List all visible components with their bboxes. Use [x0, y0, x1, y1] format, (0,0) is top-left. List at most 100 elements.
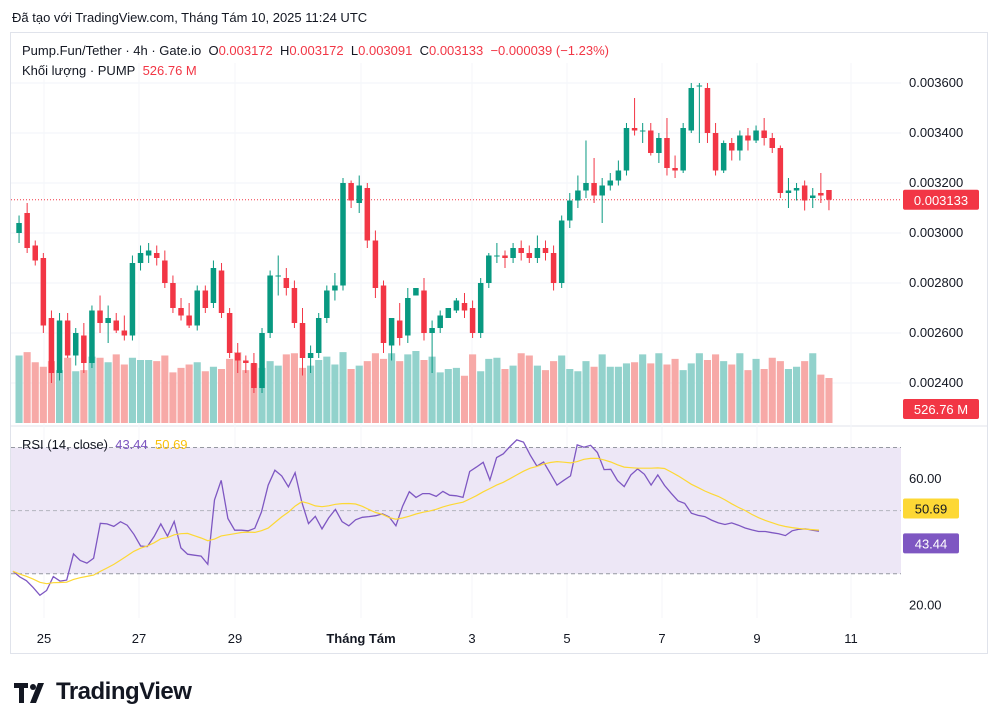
- high-value: 0.003172: [289, 43, 344, 58]
- candle-body: [599, 185, 605, 196]
- volume-bar: [639, 354, 647, 423]
- price-tick-label: 0.003600: [909, 75, 963, 90]
- volume-bar: [347, 369, 355, 423]
- volume-bar: [55, 370, 64, 423]
- rsi-pane[interactable]: [11, 439, 901, 597]
- price-tick-label: 0.002600: [909, 325, 963, 340]
- volume-bar: [533, 365, 541, 423]
- candle-body: [380, 285, 387, 343]
- volume-last-label: 526.76 M: [914, 402, 968, 417]
- volume-bar: [776, 361, 784, 423]
- volume-bar: [436, 372, 444, 423]
- volume-bar: [161, 355, 169, 423]
- candle-body: [259, 333, 265, 388]
- candle-body: [745, 135, 751, 141]
- candle-body: [607, 180, 614, 186]
- volume-bar: [274, 365, 282, 423]
- time-tick-label: Tháng Tám: [326, 631, 395, 646]
- volume-bar: [460, 375, 469, 423]
- price-tick-label: 0.002400: [909, 375, 963, 390]
- candle-body: [226, 313, 233, 353]
- volume-bar: [120, 364, 128, 423]
- candle-body: [396, 320, 403, 338]
- volume-bar: [663, 364, 671, 423]
- candle-body: [283, 278, 290, 288]
- price-tick-label: 0.003400: [909, 125, 963, 140]
- volume-bar: [104, 362, 112, 423]
- tradingview-logo[interactable]: TradingView: [14, 678, 192, 706]
- volume-bar: [485, 358, 493, 423]
- volume-value: 526.76 M: [142, 63, 197, 78]
- candle-body: [809, 195, 816, 198]
- candle-body: [16, 223, 22, 233]
- candle-body: [567, 200, 573, 221]
- time-tick-label: 29: [228, 631, 242, 646]
- candle-body: [40, 258, 47, 326]
- volume-bar: [242, 370, 250, 423]
- candle-body: [202, 290, 209, 308]
- volume-bar: [582, 361, 590, 423]
- candle-body: [437, 315, 443, 328]
- volume-bar: [217, 369, 226, 423]
- volume-bar: [525, 355, 533, 423]
- volume-bar: [23, 352, 31, 423]
- volume-bar: [323, 356, 331, 423]
- candle-body: [137, 253, 144, 263]
- volume-bar: [550, 361, 558, 423]
- candle-body: [696, 85, 703, 87]
- volume-bar: [39, 366, 47, 423]
- volume-bar: [331, 364, 339, 423]
- candle-body: [251, 363, 257, 388]
- change-value: −0.000039 (−1.23%): [490, 43, 609, 58]
- candle-body: [121, 330, 128, 336]
- candle-body: [170, 283, 176, 308]
- volume-bar: [193, 362, 201, 423]
- price-tick-label: 0.002800: [909, 275, 963, 290]
- chart-frame[interactable]: 0.002400 0.002600 0.002800 0.003000 0.003200…: [10, 32, 988, 654]
- candle-body: [388, 318, 395, 346]
- volume-bar: [509, 365, 517, 423]
- volume-bar: [128, 357, 136, 423]
- candle-body: [421, 290, 427, 333]
- candle-body: [631, 128, 638, 131]
- rsi-ma-value: 50.69: [155, 437, 188, 452]
- volume-bar: [687, 363, 695, 423]
- volume-bar: [793, 366, 801, 423]
- volume-bar: [606, 366, 614, 423]
- volume-bar: [153, 361, 161, 423]
- candle-body: [307, 353, 314, 358]
- volume-bar: [452, 367, 460, 423]
- volume-bar: [136, 360, 145, 423]
- candle-body: [324, 290, 330, 318]
- candle-body: [89, 310, 95, 363]
- volume-bar: [720, 361, 728, 423]
- chart-canvas[interactable]: 0.002400 0.002600 0.002800 0.003000 0.003200…: [11, 33, 987, 653]
- price-tick-label: 0.003000: [909, 225, 963, 240]
- volume-bar: [477, 371, 485, 423]
- candle-body: [145, 250, 152, 256]
- time-tick-label: 5: [563, 631, 570, 646]
- candle-body: [97, 310, 103, 323]
- candle-body: [688, 88, 695, 131]
- time-tick-label: 25: [37, 631, 51, 646]
- time-tick-label: 27: [132, 631, 146, 646]
- candle-body: [712, 133, 719, 171]
- volume-bar: [728, 364, 736, 423]
- candle-body: [729, 143, 735, 151]
- candle-body: [615, 170, 622, 181]
- volume-bar: [590, 366, 598, 423]
- volume-bar: [809, 353, 817, 423]
- high-label: H: [280, 43, 290, 58]
- volume-bar: [145, 360, 153, 423]
- candle-body: [178, 308, 184, 316]
- candle-body: [218, 270, 225, 313]
- volume-label: Khối lượng · PUMP: [22, 63, 136, 78]
- volume-bar: [315, 360, 323, 423]
- candlesticks[interactable]: [16, 83, 832, 393]
- candle-body: [243, 360, 249, 363]
- candle-body: [477, 283, 484, 333]
- close-label: C: [419, 43, 429, 58]
- candle-body: [720, 143, 727, 171]
- volume-bar: [768, 357, 776, 423]
- volume-bar: [817, 374, 825, 423]
